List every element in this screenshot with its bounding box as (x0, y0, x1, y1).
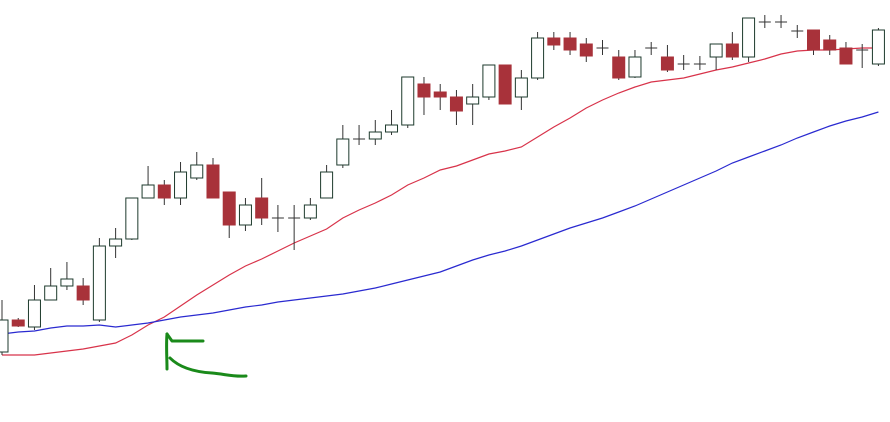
candle-up (336, 138, 350, 166)
candle-down (449, 96, 463, 112)
candle-up (514, 77, 528, 98)
candle-down (76, 285, 90, 301)
candle-up (0, 319, 9, 353)
moving-average-line (1, 111, 879, 335)
candle-up (44, 285, 58, 301)
candle-up (466, 96, 480, 105)
candle-up (60, 278, 74, 287)
candle-down (222, 191, 236, 226)
candle-up (27, 299, 41, 328)
candle-down (547, 37, 561, 46)
candle-down (563, 37, 577, 51)
candle-up (141, 184, 155, 199)
moving-average-line (2, 47, 879, 356)
candle-up (385, 124, 399, 133)
candle-up (174, 171, 188, 199)
candle-down (255, 197, 269, 219)
hand-drawn-arrow (165, 332, 248, 378)
arrow-tail (168, 356, 248, 378)
candle-down (823, 39, 837, 51)
candle-up (482, 64, 496, 98)
candle-up (92, 245, 106, 321)
candle-up (125, 197, 139, 240)
arrow-head (165, 332, 205, 343)
candle-down (11, 319, 25, 327)
candle-up (190, 164, 204, 179)
candle-up (871, 29, 885, 65)
candle-down (433, 91, 447, 98)
candle-up (401, 76, 415, 126)
candle-up (709, 43, 723, 58)
candle-up (109, 238, 123, 247)
candle-up (628, 56, 642, 78)
candle-up (303, 204, 317, 219)
candle-up (531, 37, 545, 79)
candle-down (660, 56, 674, 71)
candle-up (368, 131, 382, 140)
candle-down (498, 64, 512, 105)
candle-up (238, 204, 252, 226)
candle-up (320, 171, 334, 199)
candle-down (579, 43, 593, 57)
candle-down (725, 43, 739, 58)
candle-down (839, 47, 853, 65)
candle-down (157, 184, 171, 199)
candle-down (206, 164, 220, 199)
candle-down (612, 56, 626, 79)
candle-up (742, 17, 756, 58)
candle-down (417, 83, 431, 98)
candle-down (807, 29, 820, 51)
